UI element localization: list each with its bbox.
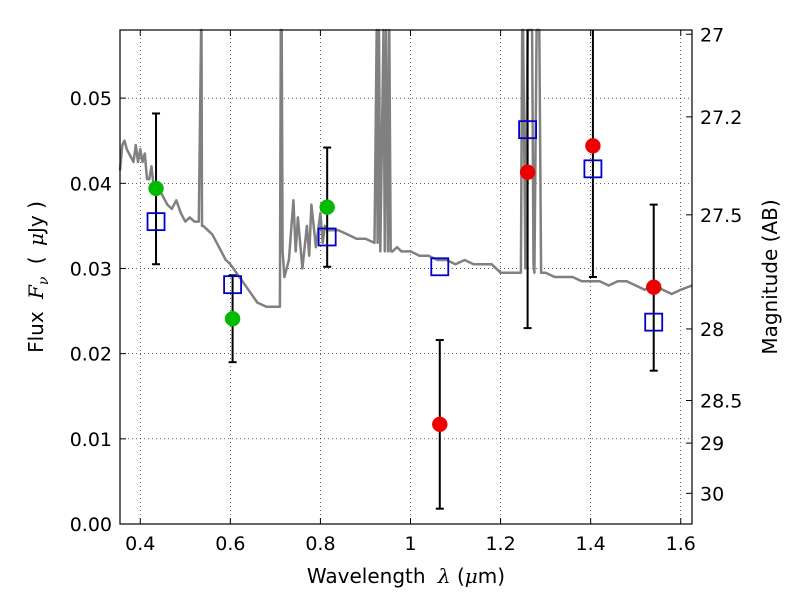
- y-right-tick-label: 27: [700, 24, 724, 46]
- x-tick-label: 0.4: [125, 533, 155, 555]
- y-axis-title-prefix: Flux: [24, 311, 48, 353]
- x-tick-label: 0.8: [305, 533, 335, 555]
- x-axis-title-unit-rest: m): [478, 564, 505, 588]
- red-circle-marker: [645, 279, 662, 295]
- plot-series: [118, 28, 693, 510]
- y-right-tick-label: 28: [700, 319, 724, 341]
- y-tick-label: 0.04: [70, 173, 112, 195]
- x-tick-label: 1.2: [485, 533, 515, 555]
- green-circle-marker: [319, 199, 335, 215]
- x-axis-title: Wavelength λ (μm): [307, 564, 505, 588]
- blue-square-marker: [583, 159, 603, 179]
- blue-square-marker: [146, 212, 166, 232]
- y-tick-label: 0.00: [70, 514, 112, 536]
- y-axis-title: Flux Fν ( μJy ): [24, 201, 53, 353]
- y-right-tick-label: 27.5: [700, 205, 742, 227]
- red-circle-marker: [432, 416, 448, 433]
- green-circle-marker: [224, 310, 241, 327]
- y-right-tick-label: 29: [700, 433, 724, 455]
- blue-square-marker: [644, 312, 664, 332]
- y-axis-title-unit-rest: Jy ): [24, 201, 48, 235]
- axis-ticks: 0.4 0.6 0.8 1 1.2 1.4 1.6 0.00 0.01 0.02 0.03 0.04 0…: [70, 24, 743, 555]
- y-right-tick-label: 28.5: [700, 391, 742, 413]
- y-axis-title-unit-open: (: [24, 256, 48, 264]
- plot-frame: [119, 29, 693, 525]
- y-axis-right-title: Magnitude (AB): [758, 199, 782, 354]
- y-tick-label: 0.05: [70, 88, 112, 110]
- red-circle-marker: [519, 164, 536, 180]
- green-circle-marker: [148, 180, 164, 197]
- y-tick-label: 0.01: [70, 429, 112, 451]
- grid-lines: [120, 30, 692, 525]
- x-axis-title-prefix: Wavelength: [307, 564, 426, 588]
- y-right-tick-label: 27.2: [700, 107, 742, 129]
- blue-square-marker: [430, 257, 450, 277]
- y-right-tick-label: 30: [700, 483, 724, 505]
- x-tick-label: 0.6: [215, 533, 245, 555]
- y-axis-title-unit-symbol: μ: [24, 233, 48, 246]
- x-tick-label: 1: [404, 533, 416, 555]
- red-circle-marker: [585, 138, 601, 154]
- blue-square-marker: [518, 120, 538, 140]
- x-axis-title-unit-open: (: [451, 564, 465, 588]
- blue-square-marker: [223, 275, 242, 295]
- y-axis-title-symbol: F: [24, 284, 48, 300]
- y-tick-label: 0.03: [70, 258, 112, 280]
- x-axis-title-unit-symbol: μ: [465, 564, 478, 588]
- y-axis-title-subscript: ν: [36, 276, 52, 285]
- model-spectrum-line: [118, 28, 693, 309]
- y-tick-label: 0.02: [70, 344, 112, 366]
- x-tick-label: 1.4: [576, 533, 606, 555]
- blue-square-marker: [317, 227, 337, 247]
- x-axis-title-symbol: λ: [437, 564, 451, 588]
- x-tick-label: 1.6: [666, 533, 696, 555]
